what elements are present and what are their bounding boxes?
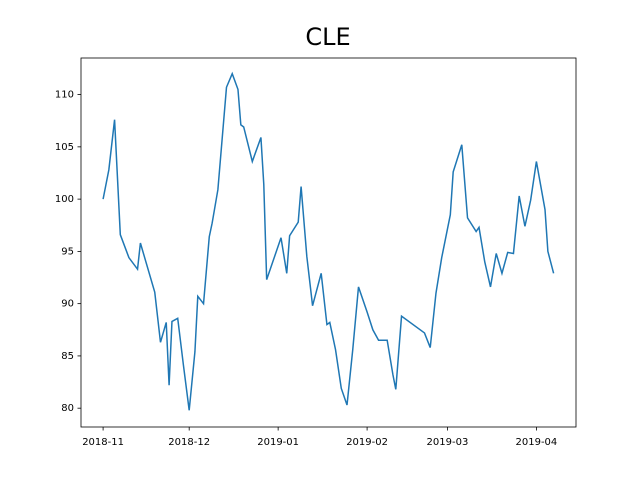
x-tick-label: 2018-12 bbox=[168, 437, 210, 448]
y-tick-label: 85 bbox=[61, 351, 74, 362]
y-tick-label: 95 bbox=[61, 246, 74, 257]
x-tick-label: 2019-01 bbox=[257, 437, 299, 448]
chart-title: CLE bbox=[305, 23, 350, 51]
y-tick-label: 90 bbox=[61, 299, 74, 310]
y-tick-label: 110 bbox=[55, 90, 74, 101]
x-tick-label: 2019-03 bbox=[427, 437, 469, 448]
plot-frame bbox=[80, 57, 577, 428]
line-series bbox=[102, 71, 555, 411]
x-tick-label: 2018-11 bbox=[82, 437, 124, 448]
x-tick-label: 2019-04 bbox=[516, 437, 558, 448]
y-tick-label: 80 bbox=[61, 403, 74, 414]
x-tick-label: 2019-02 bbox=[346, 437, 388, 448]
y-tick-label: 105 bbox=[55, 142, 74, 153]
y-tick-label: 100 bbox=[55, 194, 74, 205]
